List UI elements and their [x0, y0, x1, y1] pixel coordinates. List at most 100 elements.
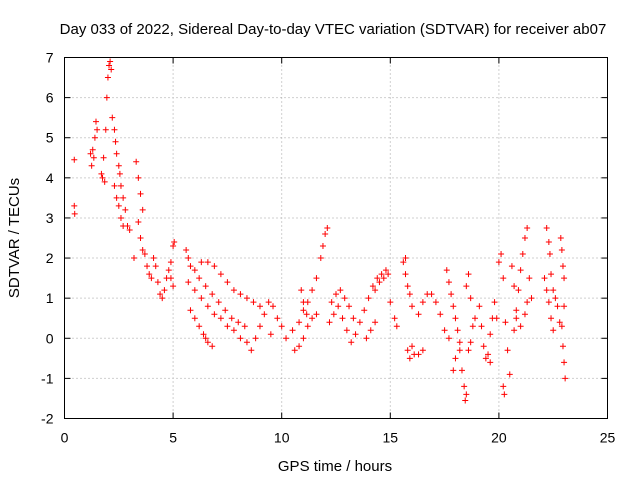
x-tick-label: 15 [383, 430, 399, 446]
data-point [71, 156, 78, 163]
data-point [209, 343, 216, 350]
data-point [554, 303, 561, 310]
data-point [463, 391, 470, 398]
data-point [211, 263, 218, 270]
data-point [469, 323, 476, 330]
data-point [115, 162, 122, 169]
data-point [157, 291, 164, 298]
data-point [552, 295, 559, 302]
data-point [215, 299, 222, 306]
x-tick-label: 5 [169, 430, 177, 446]
data-point [369, 283, 376, 290]
data-point [456, 339, 463, 346]
data-point [467, 295, 474, 302]
data-point [441, 327, 448, 334]
data-point [265, 299, 272, 306]
data-point [108, 66, 115, 73]
data-point [339, 315, 346, 322]
data-point [404, 283, 411, 290]
data-point [243, 295, 250, 302]
data-point [222, 307, 229, 314]
data-point [187, 307, 194, 314]
data-point [159, 295, 166, 302]
data-point [139, 206, 146, 213]
data-point [274, 315, 281, 322]
data-point [107, 58, 114, 65]
data-point [298, 287, 305, 294]
data-point [198, 295, 205, 302]
data-point [300, 307, 307, 314]
data-point [111, 182, 118, 189]
data-point [191, 287, 198, 294]
data-point [326, 319, 333, 326]
data-point [376, 279, 383, 286]
x-tick-label: 25 [600, 430, 616, 446]
data-point [461, 383, 468, 390]
data-point [198, 259, 205, 266]
data-point [313, 275, 320, 282]
data-point [341, 295, 348, 302]
data-point [545, 299, 552, 306]
data-point [409, 343, 416, 350]
data-point [557, 235, 564, 241]
data-point [167, 275, 174, 282]
data-point [202, 335, 209, 342]
data-point [228, 315, 235, 322]
data-point [335, 303, 342, 310]
data-point [556, 319, 563, 326]
data-point [100, 154, 107, 161]
data-point [382, 267, 389, 274]
data-point [106, 62, 113, 69]
data-point [148, 275, 155, 282]
data-point [558, 323, 565, 330]
data-point [498, 251, 505, 258]
data-point [92, 118, 99, 125]
data-point [482, 355, 489, 362]
data-point [235, 319, 242, 326]
data-point [200, 331, 207, 338]
y-tick-label: -1 [41, 370, 54, 386]
data-point [217, 271, 224, 278]
data-point [333, 291, 339, 298]
data-point [543, 224, 550, 231]
data-point [472, 315, 479, 322]
data-point [346, 303, 353, 310]
data-point [117, 182, 124, 189]
data-point [511, 327, 518, 334]
data-point [133, 158, 140, 165]
data-point [99, 174, 106, 181]
data-point [309, 315, 316, 322]
data-point [204, 303, 211, 310]
y-tick-label: 6 [46, 90, 54, 106]
y-axis-label: SDTVAR / TECUs [6, 178, 23, 298]
data-point [104, 74, 111, 81]
data-point [415, 311, 422, 318]
data-point [521, 235, 528, 241]
data-point [337, 287, 344, 294]
data-point [137, 235, 144, 241]
data-point [120, 194, 127, 201]
data-point [467, 339, 474, 346]
data-point [204, 259, 211, 266]
data-point [211, 311, 218, 318]
y-tick-labels: -2 -1 0 1 2 3 4 5 6 7 [41, 50, 54, 427]
data-point [187, 263, 194, 270]
data-point [109, 114, 116, 121]
data-point [141, 251, 148, 258]
data-point [409, 303, 416, 310]
data-point [296, 343, 303, 350]
data-point [521, 311, 528, 318]
data-point [380, 275, 387, 282]
data-point [165, 267, 172, 274]
data-point [117, 214, 124, 221]
data-point [419, 347, 426, 354]
data-point [256, 303, 263, 310]
data-point [450, 367, 457, 374]
data-point [463, 283, 470, 290]
data-point [270, 303, 277, 310]
data-point [487, 359, 494, 366]
data-point [513, 315, 520, 322]
data-point [343, 327, 350, 334]
data-point [458, 367, 465, 374]
